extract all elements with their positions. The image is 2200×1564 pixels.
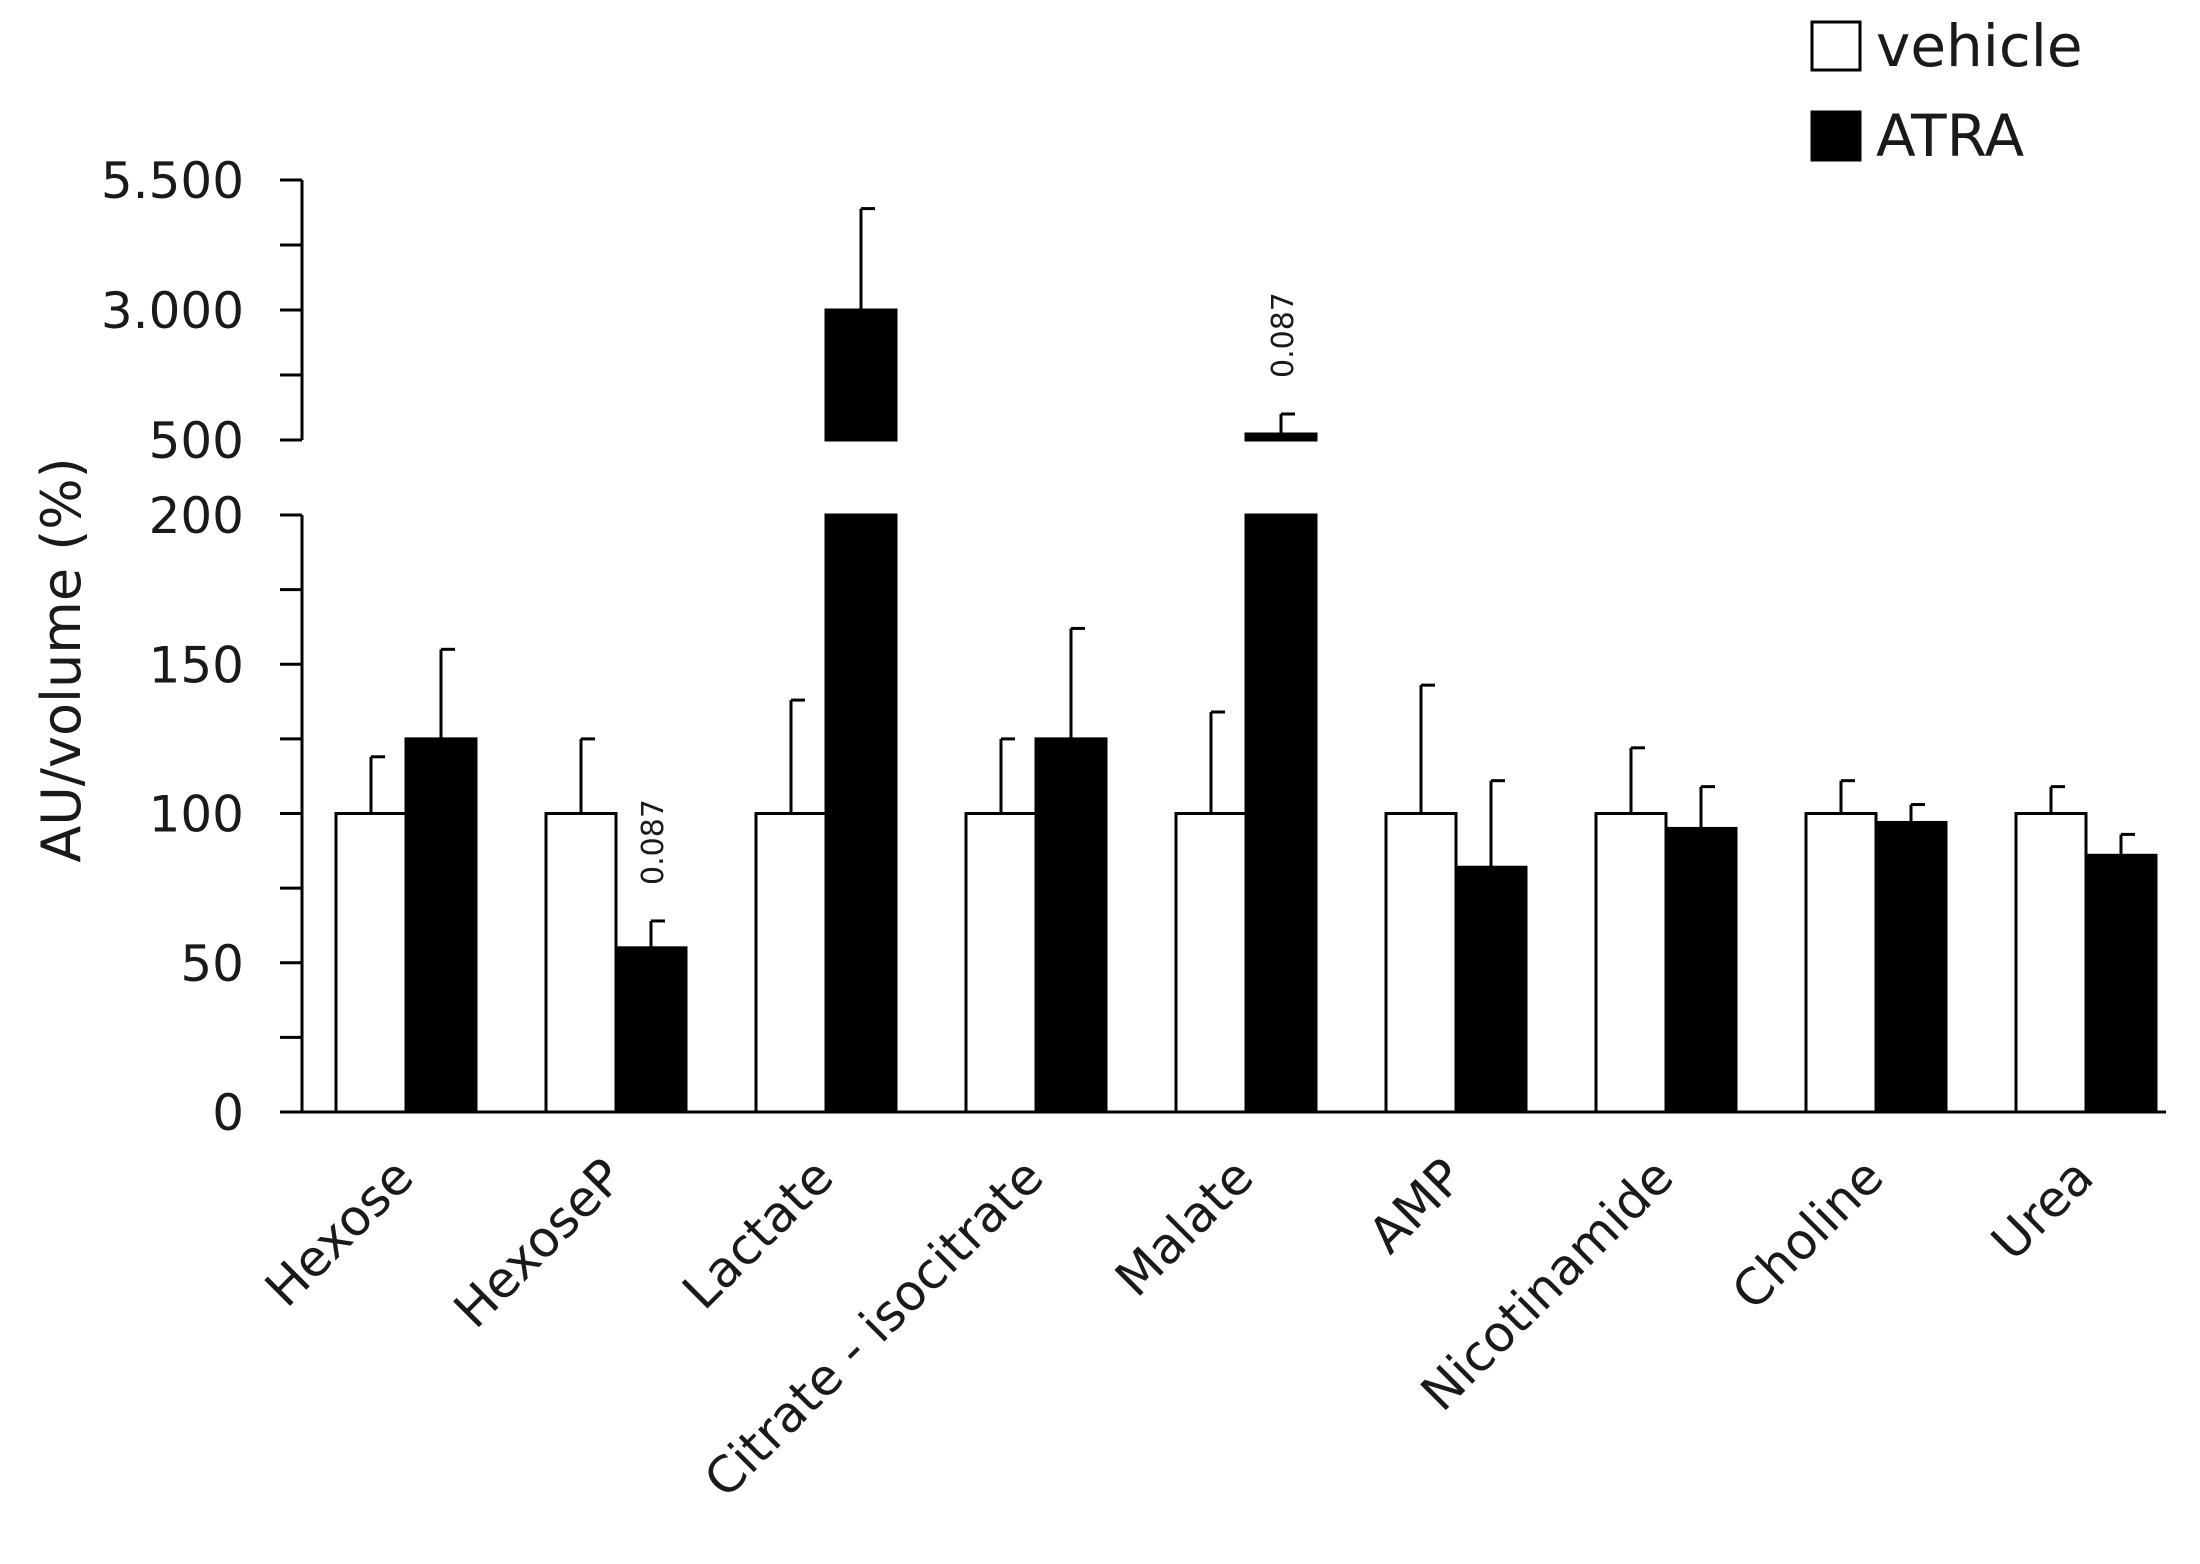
legend-label: vehicle: [1876, 12, 2083, 80]
bar-vehicle: [1174, 812, 1248, 1114]
y-tick-label: 150: [149, 636, 244, 694]
bar-vehicle: [1804, 812, 1878, 1114]
y-tick-label: 5.500: [101, 152, 244, 210]
bar-atra-lower: [824, 513, 898, 1114]
y-tick-label: 0: [212, 1084, 244, 1142]
bar-vehicle: [754, 812, 828, 1114]
bar-atra-upper: [1244, 432, 1318, 442]
y-axis-title: AU/volume (%): [30, 457, 93, 862]
bar-atra: [2084, 853, 2158, 1114]
y-tick-label: 200: [149, 487, 244, 545]
bar-atra: [614, 946, 688, 1114]
y-tick-label: 3.000: [101, 282, 244, 340]
bar-vehicle: [334, 812, 408, 1114]
category-label: HexoseP: [443, 1147, 635, 1339]
annotations: 0.087 0.087: [636, 292, 1301, 885]
bar-vehicle: [964, 812, 1038, 1114]
bars: [334, 308, 2158, 1114]
category-label: AMP: [1357, 1147, 1474, 1264]
category-label: Lactate: [672, 1147, 845, 1320]
bar-vehicle: [1594, 812, 1668, 1114]
bar-atra-upper: [824, 308, 898, 442]
category-label: Hexose: [254, 1147, 424, 1317]
bar-atra: [404, 737, 478, 1114]
legend-swatch: [1810, 110, 1862, 162]
category-label: Urea: [1980, 1147, 2104, 1271]
bar-vehicle: [2014, 812, 2088, 1114]
legend: vehicle ATRA: [1810, 12, 2083, 170]
axes: 0 50 100 150 200 500 3.000 5.500: [101, 152, 2166, 1142]
bar-atra: [1874, 820, 1948, 1114]
category-label: Choline: [1721, 1147, 1895, 1321]
legend-label: ATRA: [1876, 102, 2025, 170]
bar-atra: [1664, 826, 1738, 1114]
bar-vehicle: [544, 812, 618, 1114]
bar-vehicle: [1384, 812, 1458, 1114]
p-value-annotation: 0.087: [636, 799, 671, 885]
y-tick-label: 500: [149, 412, 244, 470]
bar-atra: [1454, 865, 1528, 1114]
bar-atra: [1034, 737, 1108, 1114]
category-label: Citrate - isocitrate: [693, 1147, 1054, 1508]
error-bars: [369, 207, 2135, 948]
bar-atra-lower: [1244, 513, 1318, 1114]
legend-swatch: [1810, 20, 1862, 72]
category-label: Malate: [1104, 1147, 1264, 1307]
p-value-annotation: 0.087: [1266, 292, 1301, 378]
y-tick-label: 100: [149, 786, 244, 844]
y-tick-label: 50: [180, 935, 244, 993]
